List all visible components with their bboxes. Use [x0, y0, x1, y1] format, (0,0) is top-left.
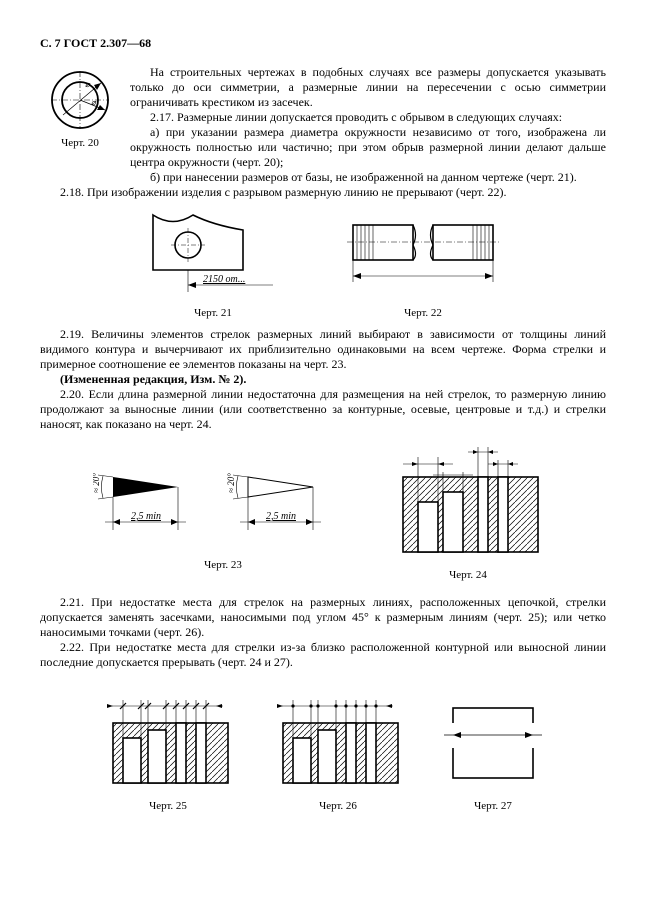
figure-22: Черт. 22	[343, 210, 503, 319]
figs-23-24: ≈ 20° 2,5 min ≈ 20°	[40, 442, 606, 581]
figure-26: Черт. 26	[268, 688, 408, 812]
svg-text:⌀: ⌀	[91, 98, 97, 107]
p2-17: 2.17. Размерные линии допускается провод…	[130, 110, 606, 125]
p2-18: 2.18. При изображении изделия с разрывом…	[40, 185, 606, 200]
p2-17a: а) при указании размера диаметра окружно…	[130, 125, 606, 170]
fig26-svg	[268, 688, 408, 798]
fig24-caption: Черт. 24	[449, 569, 487, 581]
fig23-svg: ≈ 20° 2,5 min ≈ 20°	[93, 442, 353, 557]
page: С. 7 ГОСТ 2.307—68 ⌀ ⌀ Черт. 20 На строи…	[0, 0, 646, 913]
figure-23: ≈ 20° 2,5 min ≈ 20°	[93, 442, 353, 581]
fig27-svg	[438, 688, 548, 798]
svg-text:2,5 min: 2,5 min	[266, 511, 296, 522]
p2-17b: б) при нанесении размеров от базы, не из…	[130, 170, 606, 185]
p2-19: 2.19. Величины элементов стрелок размерн…	[40, 327, 606, 372]
fig21-caption: Черт. 21	[194, 307, 232, 319]
p2-21: 2.21. При недостатке места для стрелок н…	[40, 595, 606, 640]
fig27-caption: Черт. 27	[474, 800, 512, 812]
svg-text:2,5 min: 2,5 min	[131, 511, 161, 522]
figure-24: Черт. 24	[383, 442, 553, 581]
figure-25: Черт. 25	[98, 688, 238, 812]
p2-20: 2.20. Если длина размерной линии недоста…	[40, 387, 606, 432]
svg-text:≈ 20°: ≈ 20°	[226, 473, 236, 493]
svg-text:2150 от...: 2150 от...	[203, 274, 245, 285]
fig20-caption: Черт. 20	[61, 137, 99, 149]
figure-27: Черт. 27	[438, 688, 548, 812]
figs-21-22: 2150 от... Черт. 21	[40, 210, 606, 319]
fig25-caption: Черт. 25	[149, 800, 187, 812]
fig23-caption: Черт. 23	[204, 559, 242, 571]
fig25-svg	[98, 688, 238, 798]
figure-20: ⌀ ⌀ Черт. 20	[40, 65, 120, 185]
fig24-svg	[383, 442, 553, 567]
figure-21: 2150 от... Черт. 21	[143, 210, 283, 319]
figs-25-27: Черт. 25	[40, 688, 606, 812]
fig22-svg	[343, 210, 503, 305]
top-text: На строительных чертежах в подобных случ…	[130, 65, 606, 185]
fig21-svg: 2150 от...	[143, 210, 283, 305]
p1: На строительных чертежах в подобных случ…	[130, 65, 606, 110]
fig22-caption: Черт. 22	[404, 307, 442, 319]
svg-text:≈ 20°: ≈ 20°	[93, 473, 101, 493]
p2-22: 2.22. При недостатке места для стрелки и…	[40, 640, 606, 670]
p-izm: (Измененная редакция, Изм. № 2).	[40, 372, 606, 387]
page-header: С. 7 ГОСТ 2.307—68	[40, 36, 606, 51]
fig20-svg: ⌀ ⌀	[45, 65, 115, 135]
top-row: ⌀ ⌀ Черт. 20 На строительных чертежах в …	[40, 65, 606, 185]
fig26-caption: Черт. 26	[319, 800, 357, 812]
